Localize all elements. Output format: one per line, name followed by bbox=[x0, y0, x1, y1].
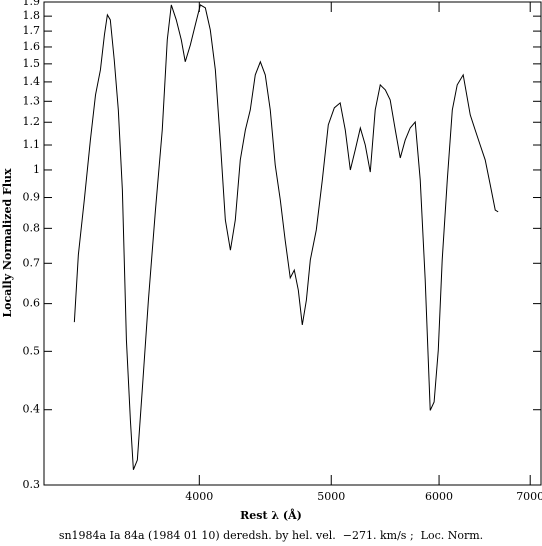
y-tick-label: 1.1 bbox=[23, 138, 41, 151]
y-tick-label: 1 bbox=[33, 163, 40, 176]
x-tick-label: 5000 bbox=[317, 490, 345, 503]
y-tick-label: 1.6 bbox=[23, 40, 41, 53]
x-axis-label: Rest λ (Å) bbox=[240, 508, 302, 522]
y-tick-label: 0.7 bbox=[23, 256, 41, 269]
y-tick-label: 1.4 bbox=[23, 75, 41, 88]
spectrum-line bbox=[73, 4, 499, 470]
y-tick-label: 0.6 bbox=[23, 297, 41, 310]
y-tick-label: 1.8 bbox=[23, 9, 41, 22]
y-axis-label: Locally Normalized Flux bbox=[1, 168, 14, 318]
x-tick-label: 7000 bbox=[516, 490, 542, 503]
y-tick-label: 0.5 bbox=[23, 344, 41, 357]
x-tick-label: 6000 bbox=[425, 490, 453, 503]
y-tick-label: 0.4 bbox=[23, 403, 41, 416]
y-tick-label: 0.8 bbox=[23, 221, 41, 234]
y-tick-label: 1.2 bbox=[23, 115, 41, 128]
y-tick-label: 1.5 bbox=[23, 57, 41, 70]
footer: sn1984a Ia 84a (1984 01 10) deredsh. by … bbox=[59, 529, 483, 542]
y-tick-label: 1.7 bbox=[23, 24, 41, 37]
y-tick-label: 0.9 bbox=[23, 191, 41, 204]
y-tick-label: 0.3 bbox=[23, 478, 41, 491]
y-tick-label: 1.9 bbox=[23, 0, 41, 8]
x-tick-label: 4000 bbox=[185, 490, 213, 503]
plot-frame bbox=[43, 1, 542, 486]
y-tick-label: 1.3 bbox=[23, 94, 41, 107]
